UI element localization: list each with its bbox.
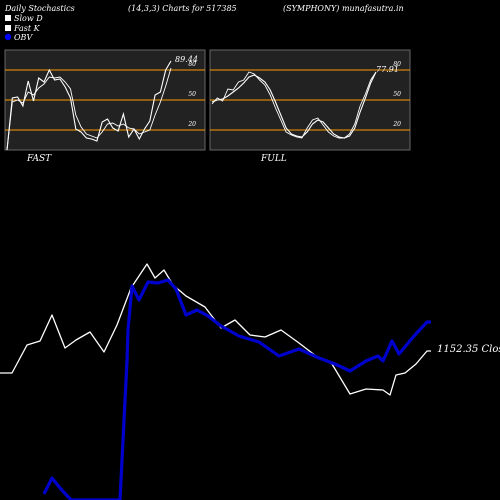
fast-last-value: 89.44 xyxy=(175,55,198,64)
chart-title-params: (14,3,3) Charts for 517385 xyxy=(128,4,237,13)
legend-label-obv: OBV xyxy=(14,33,33,42)
legend-swatch-fast-k xyxy=(5,25,11,31)
legend: Slow D Fast K OBV xyxy=(4,14,43,42)
fast-level-label-80: 80 xyxy=(188,61,196,68)
main-series-obv xyxy=(42,278,431,500)
full-series-fast-k xyxy=(211,71,377,139)
chart-title-symbol: (SYMPHONY) munafasutra.in xyxy=(283,4,404,13)
full-panel-title: FULL xyxy=(260,154,287,164)
legend-label-fast-k: Fast K xyxy=(13,24,41,33)
chart-title-left: Daily Stochastics xyxy=(4,4,75,13)
close-price-label: 1152.35 Close xyxy=(437,344,500,355)
price-obv-chart xyxy=(0,263,431,500)
fast-panel-title: FAST xyxy=(26,154,52,164)
fast-series-slow-d xyxy=(6,67,172,151)
full-last-value: 77.91 xyxy=(376,65,399,74)
fast-stochastic-panel: 20 50 80 xyxy=(4,49,206,151)
full-level-label-20: 20 xyxy=(392,121,401,128)
full-stochastic-panel: 20 50 80 xyxy=(209,49,411,151)
fast-series-fast-k xyxy=(6,60,172,151)
full-level-label-50: 50 xyxy=(393,91,401,98)
legend-swatch-obv xyxy=(4,33,12,41)
fast-level-label-50: 50 xyxy=(188,91,196,98)
full-series-slow-d xyxy=(211,71,377,139)
legend-label-slow-d: Slow D xyxy=(14,14,43,23)
full-level-label-80: 80 xyxy=(393,61,401,68)
legend-swatch-slow-d xyxy=(5,15,11,21)
main-series-close xyxy=(0,263,431,396)
fast-level-label-20: 20 xyxy=(187,121,196,128)
